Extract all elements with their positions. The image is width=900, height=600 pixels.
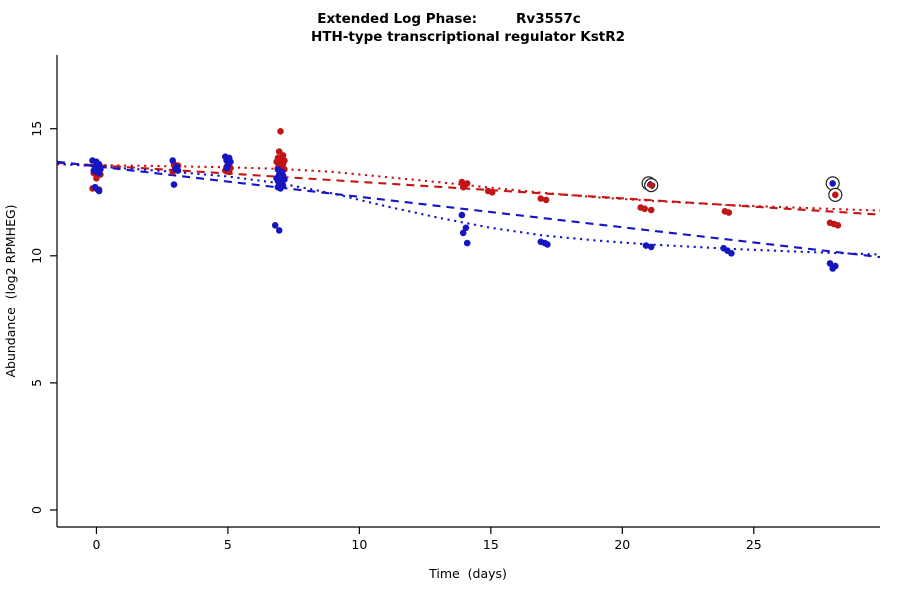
data-point-blue-condition: [458, 211, 466, 219]
data-point-blue-condition: [174, 167, 182, 174]
y-tick-label: 5: [29, 379, 44, 387]
data-point-blue-condition: [459, 229, 467, 237]
x-tick-label: 10: [351, 537, 367, 552]
data-point-red-condition: [641, 205, 648, 213]
data-point-blue-condition: [223, 164, 230, 172]
y-tick-label: 0: [29, 506, 44, 514]
data-point-red-condition: [725, 209, 733, 216]
data-point-blue-condition: [826, 260, 834, 267]
axes: 0 5 10 15 20 25 0 5 10 15: [29, 55, 880, 552]
data-point-red-condition: [459, 183, 467, 191]
highlight-gap-ring: [829, 189, 842, 201]
data-point-blue-condition: [169, 157, 176, 164]
x-tick-label: 25: [746, 537, 762, 552]
data-point-red-condition: [488, 189, 496, 196]
trend-lines: [56, 160, 881, 259]
blue-dotted-fit: [56, 162, 881, 256]
data-point-blue-condition: [462, 224, 470, 232]
data-point-blue-condition: [642, 242, 650, 249]
highlight-ring: [828, 187, 843, 202]
data-point-red-condition: [537, 195, 545, 202]
y-axis-label: Abundance (log2 RPMHEG): [3, 204, 18, 377]
red-dotted-fit: [56, 163, 881, 212]
highlight-gap-ring: [645, 179, 658, 191]
plot-title-prefix: Extended Log Phase:: [317, 11, 477, 27]
data-points: [89, 128, 842, 272]
red-dashed-fit: [56, 161, 881, 216]
highlighted-data-point: [832, 191, 839, 199]
highlighted-points: [641, 176, 843, 202]
data-point-blue-condition: [95, 169, 103, 177]
data-point-blue-condition: [728, 250, 735, 257]
data-point-blue-condition: [463, 239, 471, 247]
y-tick-label: 10: [29, 248, 44, 264]
plot-subtitle: HTH-type transcriptional regulator KstR2: [311, 29, 625, 45]
data-point-blue-condition: [544, 241, 551, 248]
data-point-blue-condition: [95, 187, 103, 195]
data-point-blue-condition: [829, 265, 836, 272]
x-tick-label: 0: [92, 537, 100, 552]
plot-title-gene: Rv3557c: [516, 11, 581, 27]
highlighted-data-point: [647, 181, 655, 189]
blue-dashed-fit: [56, 160, 881, 259]
data-point-red-condition: [834, 222, 842, 229]
x-tick-label: 15: [483, 537, 499, 552]
highlighted-data-point: [829, 180, 836, 187]
data-point-blue-condition: [271, 222, 279, 229]
x-tick-label: 20: [614, 537, 630, 552]
data-point-red-condition: [542, 196, 550, 204]
data-point-blue-condition: [647, 243, 655, 251]
data-point-red-condition: [277, 128, 284, 135]
highlight-ring: [644, 178, 659, 193]
data-point-red-condition: [647, 206, 655, 214]
data-point-red-condition: [93, 175, 100, 182]
x-axis-label: Time (days): [428, 566, 507, 581]
data-point-blue-condition: [275, 227, 283, 234]
y-tick-label: 15: [29, 121, 44, 137]
data-point-blue-condition: [170, 181, 178, 188]
data-point-blue-condition: [277, 185, 284, 192]
x-tick-label: 5: [224, 537, 232, 552]
